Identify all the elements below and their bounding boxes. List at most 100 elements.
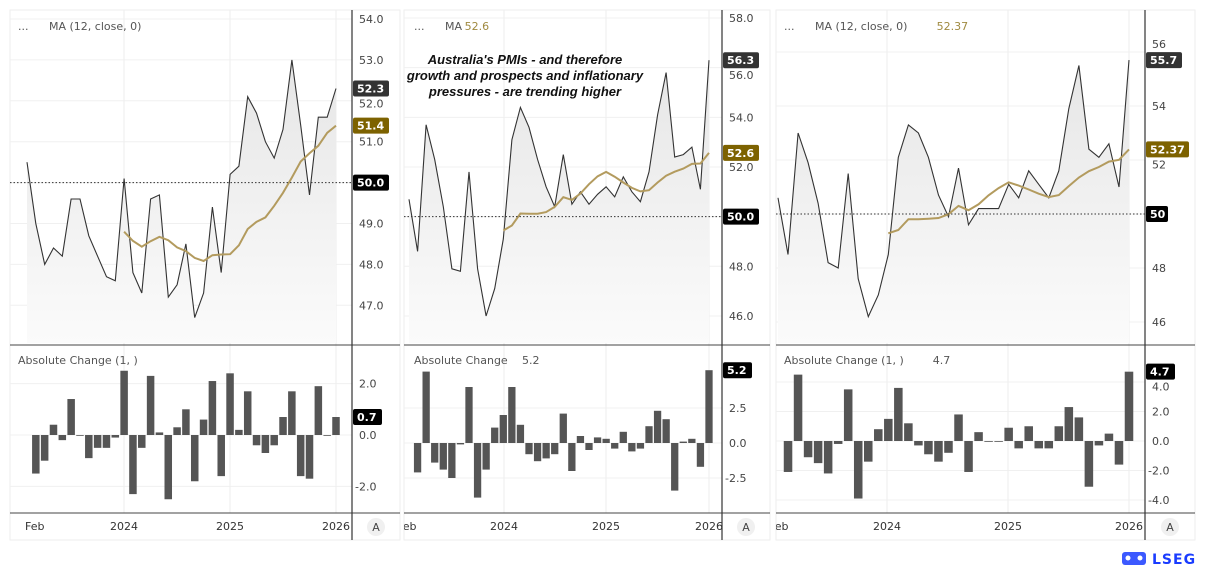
change-bar [914, 441, 923, 446]
change-bar [1104, 433, 1114, 441]
reference-value-label: 50.0 [727, 211, 754, 224]
autoscale-button-label[interactable]: A [372, 521, 380, 534]
legend-menu-dots[interactable]: ... [414, 20, 425, 33]
y-tick-label: 54 [1152, 100, 1166, 113]
sub-y-tick-label: -4.0 [1148, 494, 1169, 507]
change-value-label-bg [353, 409, 382, 426]
x-axis-labels: Feb 2024 2025 2026 [404, 520, 722, 533]
change-bar [270, 435, 278, 446]
ma-legend-value: 52.37 [937, 20, 969, 33]
change-bar [164, 435, 173, 500]
chart-panel-2: 58.0 56.0 54.0 52.0 48.0 46.0 2.5 0.0 -2.5 Feb 202… [403, 9, 771, 541]
change-bar [533, 443, 542, 462]
ma-value-label: 52.37 [1150, 143, 1185, 156]
annotation-line: pressures - are trending higher [428, 84, 622, 99]
lseg-logo-mark [1122, 552, 1146, 565]
change-bar [58, 435, 67, 441]
change-bar [645, 426, 653, 443]
change-bar [611, 443, 619, 449]
close-line [408, 60, 710, 317]
change-bar [628, 443, 636, 452]
close-value-label-bg [353, 80, 389, 97]
change-bar [964, 441, 973, 472]
ma-line [123, 124, 337, 263]
autoscale-button-label[interactable]: A [742, 521, 750, 534]
change-bar [279, 417, 287, 435]
legend-menu-dots[interactable]: ... [784, 20, 795, 33]
change-bar [465, 387, 473, 443]
sub-y-tick-label: 2.5 [729, 402, 747, 415]
change-bar [252, 435, 261, 446]
reference-value-label: 50.0 [357, 177, 384, 190]
change-bar [954, 414, 963, 441]
y-tick-label: 53.0 [359, 54, 384, 67]
change-bar [1044, 441, 1054, 449]
close-value-label: 52.3 [357, 83, 384, 96]
change-bar [843, 389, 853, 441]
autoscale-button[interactable] [367, 518, 385, 536]
x-tick-label: 2025 [592, 520, 620, 533]
change-bar [585, 443, 593, 450]
change-bar [551, 443, 559, 455]
change-bar [525, 443, 533, 455]
change-bar [653, 410, 662, 443]
y-tick-label: 52.0 [729, 161, 754, 174]
change-bar [894, 387, 903, 441]
change-bar [138, 435, 146, 448]
close-value-label-bg [723, 52, 759, 69]
autoscale-button-label[interactable]: A [1166, 521, 1174, 534]
legend-menu-dots[interactable]: ... [18, 20, 29, 33]
change-bar [783, 441, 793, 472]
change-bar [542, 443, 550, 459]
close-area [778, 60, 1129, 343]
ma-value-label-bg [723, 144, 759, 161]
change-bar [984, 441, 993, 442]
change-bar [296, 435, 305, 477]
y-tick-label: 48.0 [359, 258, 384, 271]
y-tick-label: 46.0 [729, 310, 754, 323]
change-bar [705, 370, 713, 443]
change-bar [994, 441, 1003, 442]
sub-y-tick-label: 0.0 [729, 437, 747, 450]
change-bar [688, 438, 696, 443]
x-tick-label: 2024 [110, 520, 138, 533]
change-value-label: 5.2 [727, 364, 747, 377]
sub-y-tick-label: -2.0 [1148, 465, 1169, 478]
change-bar [173, 427, 181, 435]
y-tick-label: 47.0 [359, 299, 384, 312]
sub-y-tick-label: -2.5 [725, 472, 746, 485]
ma-value-label-bg [1146, 141, 1189, 158]
change-bar [102, 435, 111, 448]
sub-y-tick-label: 4.0 [1152, 381, 1170, 394]
change-value-label: 4.7 [1150, 366, 1170, 379]
change-bar [1024, 426, 1033, 441]
sub-y-tick-label: 0.0 [359, 429, 377, 442]
lseg-logo-text: LSEG [1152, 552, 1196, 568]
change-bar [190, 435, 199, 482]
autoscale-button[interactable] [1161, 518, 1179, 536]
change-bar [924, 441, 933, 455]
change-bar [67, 399, 75, 435]
change-bar [974, 432, 983, 441]
change-bar [1034, 441, 1044, 449]
change-bar [884, 418, 893, 441]
reference-value-label-bg [723, 208, 759, 225]
x-tick-label: Feb [25, 520, 44, 533]
chart-panel-3: 56 54 52 48 46 4.0 2.0 0.0 -2.0 -4.0 Feb 2024 2025 20… [775, 9, 1196, 541]
change-bar [129, 435, 137, 495]
change-bar [793, 374, 803, 441]
change-bar [323, 435, 331, 436]
autoscale-button[interactable] [737, 518, 755, 536]
change-bar [662, 419, 670, 443]
y-tick-label: 56.0 [729, 69, 754, 82]
sub-y-tick-label: 2.0 [1152, 406, 1170, 419]
change-bar [671, 443, 679, 491]
change-bar [1124, 371, 1134, 441]
ma-line [887, 148, 1130, 235]
change-bar [568, 443, 576, 471]
change-bar [208, 381, 217, 435]
ma-legend: MA [445, 20, 462, 33]
ma-legend: MA (12, close, 0) [815, 20, 907, 33]
change-bar [823, 441, 833, 474]
